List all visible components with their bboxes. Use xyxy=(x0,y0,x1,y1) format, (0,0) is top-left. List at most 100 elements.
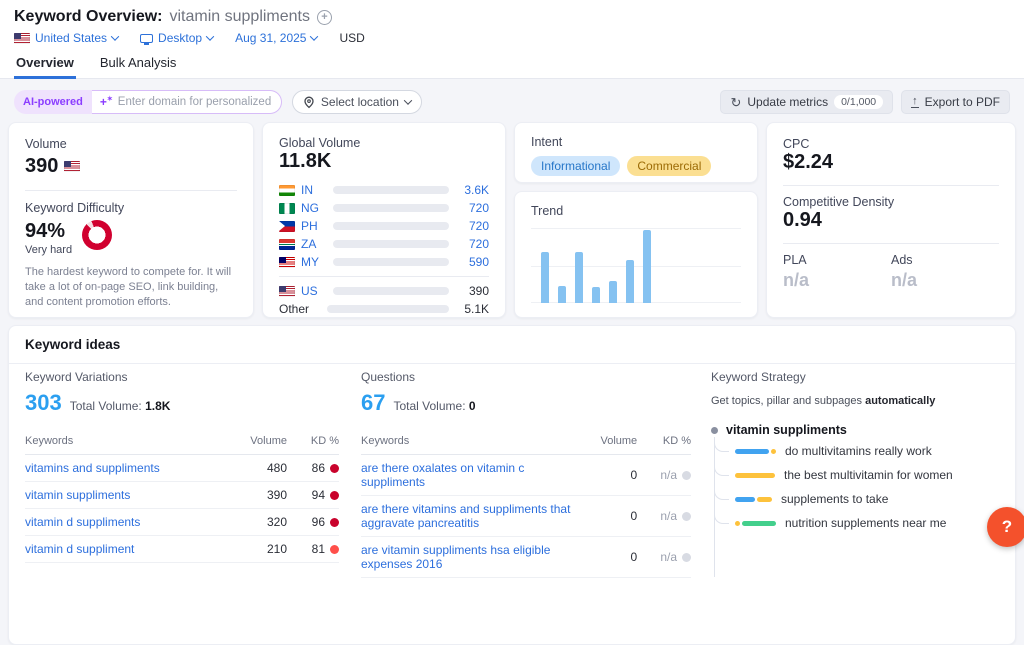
keyword-link[interactable]: are vitamin suppliments hsa eligible exp… xyxy=(361,543,551,571)
variations-count-link[interactable]: 303 xyxy=(25,390,62,415)
questions-count-link[interactable]: 67 xyxy=(361,390,386,415)
tab-bar: Overview Bulk Analysis xyxy=(14,49,178,79)
tree-elbow-icon xyxy=(714,462,729,476)
country-code-link[interactable]: IN xyxy=(301,183,313,197)
country-row: MY 590 xyxy=(279,253,489,271)
trend-bar xyxy=(575,252,583,303)
date-filter[interactable]: Aug 31, 2025 xyxy=(235,31,319,45)
intent-badge-commercial[interactable]: Commercial xyxy=(627,156,712,176)
col-header-volume[interactable]: Volume xyxy=(235,430,287,455)
strategy-topic-label: nutrition supplements near me xyxy=(785,516,947,530)
country-row: IN 3.6K xyxy=(279,181,489,199)
strategy-topic-label: supplements to take xyxy=(781,492,889,506)
us-flag-icon xyxy=(64,161,81,172)
location-pin-icon xyxy=(304,96,314,108)
domain-input[interactable] xyxy=(117,96,271,108)
keyword-link[interactable]: vitamin d suppliment xyxy=(25,542,135,556)
za-flag-icon xyxy=(279,238,295,250)
questions-label: Questions xyxy=(361,370,416,384)
topic-color-bar xyxy=(735,448,776,454)
kd-cell: n/a xyxy=(660,509,677,523)
country-code-link[interactable]: MY xyxy=(301,255,319,269)
us-flag-icon xyxy=(14,32,30,44)
update-metrics-button[interactable]: ↻ Update metrics 0/1,000 xyxy=(720,90,894,114)
tab-overview[interactable]: Overview xyxy=(14,49,76,79)
ads-label: Ads xyxy=(891,253,913,267)
country-code-link[interactable]: ZA xyxy=(301,237,317,251)
country-volume-link[interactable]: 590 xyxy=(468,255,489,269)
kd-dot xyxy=(682,552,691,562)
global-volume-label: Global Volume xyxy=(279,136,361,150)
intent-badge-informational[interactable]: Informational xyxy=(531,156,621,176)
strategy-topic[interactable]: nutrition supplements near me xyxy=(711,510,1011,535)
ng-flag-icon xyxy=(279,202,295,214)
topic-color-bar xyxy=(735,520,776,526)
volume-label: Volume xyxy=(25,137,67,151)
competitive-density-value: 0.94 xyxy=(783,209,822,231)
strategy-topic[interactable]: do multivitamins really work xyxy=(711,438,1011,463)
col-header-kd[interactable]: KD % xyxy=(637,430,691,455)
kd-cell: 86 xyxy=(311,461,325,475)
kd-cell: n/a xyxy=(660,468,677,482)
keyword-link[interactable]: are there vitamins and suppliments that … xyxy=(361,502,571,530)
kd-label: Keyword Difficulty xyxy=(25,201,125,215)
country-volume: 5.1K xyxy=(464,302,489,316)
export-pdf-button[interactable]: ↑ Export to PDF xyxy=(901,90,1010,114)
volume-cell: 0 xyxy=(583,495,638,537)
questions-table: Keywords Volume KD % are there oxalates … xyxy=(361,430,691,578)
strategy-label: Keyword Strategy xyxy=(711,370,806,384)
help-button[interactable]: ? xyxy=(987,507,1024,547)
col-header-kd[interactable]: KD % xyxy=(287,430,339,455)
keyword-link[interactable]: vitamins and suppliments xyxy=(25,461,160,475)
kd-dot xyxy=(682,511,691,521)
tab-bulk-analysis[interactable]: Bulk Analysis xyxy=(99,55,177,70)
intent-label: Intent xyxy=(531,135,563,149)
country-code-link[interactable]: US xyxy=(301,284,318,298)
chevron-down-icon xyxy=(310,32,319,41)
keyword-link[interactable]: vitamin d suppliments xyxy=(25,515,141,529)
add-keyword-icon[interactable]: + xyxy=(317,9,332,25)
country-volume-link[interactable]: 3.6K xyxy=(464,183,489,197)
country-volume-link[interactable]: 720 xyxy=(468,201,489,215)
col-header-keywords[interactable]: Keywords xyxy=(361,430,584,455)
country-volume-link[interactable]: 720 xyxy=(468,237,489,251)
divider xyxy=(25,190,237,191)
table-row: are there oxalates on vitamin c supplime… xyxy=(361,454,691,496)
strategy-root-label: vitamin suppliments xyxy=(726,423,847,437)
keyword-link[interactable]: vitamin suppliments xyxy=(25,488,131,502)
country-code-link[interactable]: NG xyxy=(301,201,319,215)
country-volume-link[interactable]: 720 xyxy=(468,219,489,233)
location-select[interactable]: Select location xyxy=(291,90,422,114)
cpc-label: CPC xyxy=(783,137,810,151)
keyword-ideas-panel: Keyword ideas Keyword Variations 303 Tot… xyxy=(8,325,1016,645)
kd-cell: 81 xyxy=(311,542,325,556)
trend-bar xyxy=(541,252,549,303)
kd-cell: n/a xyxy=(660,550,677,564)
kd-dot xyxy=(330,490,339,500)
questions-section: Questions 67 Total Volume: 0 Keywords Vo… xyxy=(361,370,691,578)
table-row: are there vitamins and suppliments that … xyxy=(361,495,691,537)
keyword-link[interactable]: are there oxalates on vitamin c supplime… xyxy=(361,461,525,489)
table-row: vitamin suppliments 390 94 xyxy=(25,481,339,509)
kd-dot xyxy=(682,470,691,480)
country-row: NG 720 xyxy=(279,199,489,217)
country-code-link[interactable]: PH xyxy=(301,219,318,233)
strategy-topic[interactable]: supplements to take xyxy=(711,486,1011,511)
country-filter-label: United States xyxy=(35,31,108,45)
kd-level: Very hard xyxy=(25,244,73,256)
strategy-topic-label: the best multivitamin for women xyxy=(784,468,953,482)
col-header-volume[interactable]: Volume xyxy=(583,430,638,455)
col-header-keywords[interactable]: Keywords xyxy=(25,430,235,455)
tree-root-dot-icon xyxy=(711,426,718,434)
volume-bar xyxy=(333,287,449,295)
country-filter[interactable]: United States xyxy=(14,31,120,45)
title-row: Keyword Overview: vitamin suppliments + xyxy=(14,8,332,26)
topic-color-bar xyxy=(735,496,772,502)
gridline xyxy=(531,228,741,229)
refresh-icon: ↻ xyxy=(730,94,742,110)
volume-bar xyxy=(333,186,449,194)
keyword-ideas-title: Keyword ideas xyxy=(9,326,1015,364)
device-filter[interactable]: Desktop xyxy=(140,31,215,45)
strategy-topic[interactable]: the best multivitamin for women xyxy=(711,462,1011,487)
volume-bar xyxy=(333,240,449,248)
